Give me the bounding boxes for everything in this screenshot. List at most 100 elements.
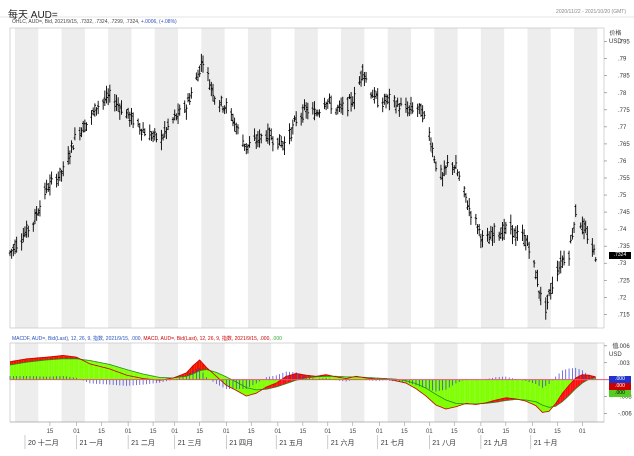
macd-signal-gap [101,362,104,368]
macd-signal-gap [151,375,154,380]
macd-area [560,379,563,396]
macd-signal-gap [56,355,59,360]
macd-signal-gap [450,401,453,408]
macd-signal-gap [572,379,575,393]
month-tick-label: 21 五月 [279,439,303,447]
macd-signal-gap [540,404,543,413]
macd-signal-gap [241,384,243,395]
macd-signal-gap [126,369,129,376]
macd-area [56,355,59,380]
macd-signal-gap [447,400,450,409]
macd-area [63,355,65,380]
macd-area [522,379,525,401]
macd-area [482,379,485,404]
macd-area [462,379,465,405]
macd-signal-gap [116,366,119,373]
price-tick-label: .74 [618,227,627,233]
macd-info-line: MACDF, AUD=, Bid(Last), 12, 26, 9, 指数, 2… [12,335,282,342]
macd-signal-gap [51,356,54,360]
macd-signal-gap [144,374,147,379]
macd-area [74,356,77,380]
macd-area [564,379,566,392]
macd-area [53,356,55,380]
macd-area [504,379,506,399]
macd-area [332,376,335,380]
macd-signal-gap [564,389,566,401]
macd-area [96,365,99,380]
ohlc-values: OHLC, AUD=, Bid, 2021/9/15, .7332, .7324… [12,19,141,25]
macd-area [507,379,510,399]
macd-area [101,366,104,380]
macd-area [534,379,536,406]
macd-area [29,358,32,380]
day-tick-label: 15 [401,429,408,435]
price-band [294,28,318,328]
macd-signal-gap [46,356,49,360]
price-band [527,28,551,328]
macd-signal-gap [113,365,115,371]
price-tick-label: .755 [618,176,630,182]
macd-signal-gap [53,356,55,360]
macd-area [88,363,90,380]
macd-value-badge-signal: .000 [609,390,631,397]
macd-area [33,358,35,380]
price-tick-label: .75 [618,193,627,199]
macd-area [269,379,272,386]
price-tick-label: .77 [618,125,627,131]
macd-area [81,359,84,380]
macd-signal-gap [71,356,74,359]
macd-area [352,376,355,380]
macd-area [73,356,75,380]
macd-area [499,379,501,400]
macd-signal-gap [204,365,207,370]
macd-signal-gap [296,373,298,381]
macd-signal-gap [108,364,110,369]
macd-area [274,379,277,384]
macd-area [484,379,486,404]
macd-signal-gap [123,368,125,375]
macd-signal-gap [274,383,277,388]
month-tick-label: 21 六月 [331,438,355,447]
macd-signal-gap [505,397,508,401]
macd-signal-gap [420,385,423,394]
macd-area [517,379,520,400]
macd-signal-gap [434,393,436,406]
macd-area [515,379,518,400]
macd-area [509,379,511,399]
week-bands [14,28,598,422]
macd-signal-gap [547,406,550,412]
macd-signal-gap [422,386,425,395]
macd-signal-gap [582,374,585,384]
signal-info: .000 [272,336,282,342]
macd-area [84,361,87,380]
macd-tick-label: .003 [618,361,630,367]
macd-signal-gap [153,376,155,380]
macd-area [116,371,119,380]
macd-band [61,343,85,422]
macd-area [557,379,560,401]
macd-signal-gap [28,358,30,362]
macd-area [126,375,129,380]
macd-signal-gap [93,361,95,366]
month-tick-label: 21 一月 [80,439,104,447]
macd-tick-label: -.006 [618,412,632,418]
price-tick-label: .765 [618,142,630,148]
macd-axis: .006 .003 -.003 -.006 [604,344,632,418]
macd-signal-gap [138,372,140,378]
day-tick-label: 15 [502,429,509,435]
macd-area [489,379,491,402]
macd-signal-gap [36,357,39,362]
macd-signal-gap [231,379,233,389]
macd-signal-gap [154,376,157,380]
macd-area [450,379,453,408]
macd-area [529,379,531,404]
macd-signal-gap [19,359,22,364]
macd-area [48,356,50,380]
macd-area [208,368,210,380]
macd-signal-gap [44,357,47,361]
macd-signal-gap [454,402,456,408]
macd-signal-gap [452,402,455,408]
macd-area [337,377,340,380]
price-band [341,28,365,328]
macd-area [460,379,463,406]
